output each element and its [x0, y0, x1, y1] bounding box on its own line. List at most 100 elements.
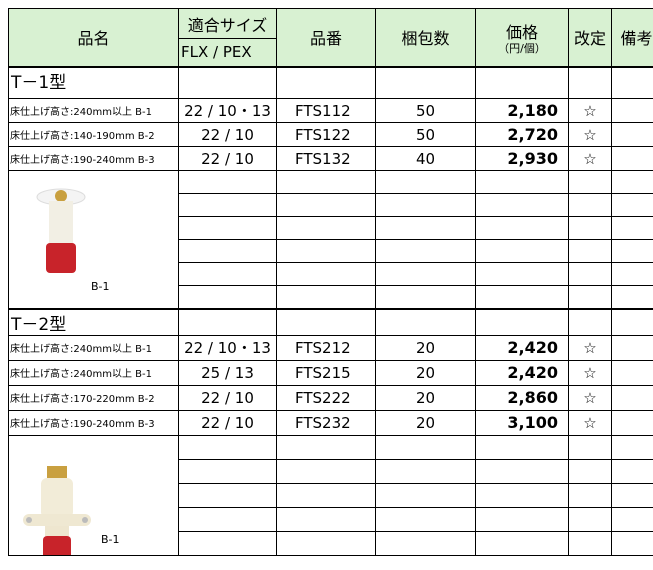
header-price-label: 価格 — [505, 23, 538, 43]
header-revision: 改定 — [568, 8, 612, 67]
header-note: 備考 — [611, 8, 653, 67]
product-price: 2,180 — [475, 98, 569, 123]
empty-cell — [611, 506, 653, 532]
empty-cell — [178, 530, 277, 556]
empty-cell — [178, 434, 277, 460]
product-image: B-1 — [10, 436, 178, 554]
product-part: FTS232 — [276, 409, 376, 436]
product-table: 品名 適合サイズ 品番 梱包数 価格 （円/個） 改定 備考 FLX / PEX … — [8, 8, 653, 556]
header-size: 適合サイズ — [178, 8, 277, 39]
empty-cell — [475, 65, 569, 99]
product-row: 床仕上げ高さ:240mm以上 B-1 22 / 10・13 FTS212 20 2,42… — [8, 334, 653, 361]
empty-cell — [611, 434, 653, 460]
empty-cell — [375, 216, 476, 240]
empty-cell — [375, 285, 476, 309]
product-part: FTS122 — [276, 122, 376, 147]
product-part: FTS112 — [276, 98, 376, 123]
section-title: T－1型 — [8, 65, 179, 99]
empty-cell — [611, 239, 653, 263]
empty-cell — [178, 482, 277, 508]
empty-cell — [276, 262, 376, 286]
empty-cell — [611, 170, 653, 194]
section-title-row: T－2型 — [8, 307, 653, 336]
fitting-illustration — [21, 179, 101, 279]
product-part: FTS215 — [276, 359, 376, 386]
empty-cell — [375, 482, 476, 508]
empty-cell — [475, 434, 569, 460]
empty-cell — [475, 458, 569, 484]
empty-row: B-1 — [8, 170, 653, 309]
product-size: 25 / 13 — [178, 359, 277, 386]
empty-cell — [475, 239, 569, 263]
product-row: 床仕上げ高さ:240mm以上 B-1 22 / 10・13 FTS112 50 2,18… — [8, 98, 653, 123]
product-revision: ☆ — [568, 122, 612, 147]
product-part: FTS212 — [276, 334, 376, 361]
empty-cell — [611, 458, 653, 484]
empty-cell — [276, 434, 376, 460]
section-title: T－2型 — [8, 307, 179, 336]
product-revision: ☆ — [568, 146, 612, 171]
empty-cell — [276, 458, 376, 484]
empty-cell — [475, 482, 569, 508]
empty-cell — [276, 506, 376, 532]
empty-cell — [475, 307, 569, 336]
product-price: 2,720 — [475, 122, 569, 147]
product-price: 2,420 — [475, 359, 569, 386]
product-note — [611, 334, 653, 361]
table-body: T－1型 床仕上げ高さ:240mm以上 B-1 22 / 10・13 FTS112 50… — [8, 65, 653, 556]
product-name: 床仕上げ高さ:190-240mm B-3 — [8, 146, 179, 171]
empty-cell — [611, 307, 653, 336]
fitting-svg — [36, 188, 86, 273]
empty-cell — [375, 307, 476, 336]
product-row: 床仕上げ高さ:140-190mm B-2 22 / 10 FTS122 50 2,720… — [8, 122, 653, 147]
empty-cell — [475, 170, 569, 194]
section-title-row: T－1型 — [8, 65, 653, 99]
product-price: 2,420 — [475, 334, 569, 361]
product-note — [611, 146, 653, 171]
product-qty: 40 — [375, 146, 476, 171]
empty-cell — [568, 216, 612, 240]
empty-cell — [276, 193, 376, 217]
empty-cell — [375, 65, 476, 99]
empty-cell — [276, 170, 376, 194]
product-revision: ☆ — [568, 334, 612, 361]
empty-cell — [475, 262, 569, 286]
product-note — [611, 98, 653, 123]
empty-cell — [375, 458, 476, 484]
empty-row — [9, 506, 653, 532]
empty-cell — [611, 530, 653, 556]
empty-cell — [178, 506, 277, 532]
empty-cell — [568, 434, 612, 460]
empty-cell — [568, 307, 612, 336]
product-price: 3,100 — [475, 409, 569, 436]
empty-cell — [178, 239, 277, 263]
product-revision: ☆ — [568, 409, 612, 436]
product-price: 2,930 — [475, 146, 569, 171]
empty-cell — [568, 482, 612, 508]
image-label: B-1 — [101, 532, 120, 546]
product-row: 床仕上げ高さ:240mm以上 B-1 25 / 13 FTS215 20 2,420 ☆ — [8, 359, 653, 386]
empty-cell — [178, 285, 277, 309]
product-name: 床仕上げ高さ:190-240mm B-3 — [8, 409, 179, 436]
product-size: 22 / 10・13 — [178, 98, 277, 123]
product-size: 22 / 10 — [178, 146, 277, 171]
empty-cell — [178, 262, 277, 286]
empty-cell — [375, 506, 476, 532]
product-note — [611, 409, 653, 436]
empty-cell — [375, 530, 476, 556]
fitting-svg — [23, 465, 91, 554]
product-row: 床仕上げ高さ:170-220mm B-2 22 / 10 FTS222 20 2,860… — [8, 384, 653, 411]
product-price: 2,860 — [475, 384, 569, 411]
product-row: 床仕上げ高さ:190-240mm B-3 22 / 10 FTS232 20 3,100… — [8, 409, 653, 436]
empty-cell — [568, 458, 612, 484]
product-size: 22 / 10 — [178, 409, 277, 436]
empty-row — [9, 530, 653, 556]
empty-cell — [178, 193, 277, 217]
product-note — [611, 359, 653, 386]
empty-cell — [568, 285, 612, 309]
product-qty: 50 — [375, 98, 476, 123]
empty-cell — [475, 193, 569, 217]
empty-cell — [568, 65, 612, 99]
product-note — [611, 384, 653, 411]
empty-cell — [568, 530, 612, 556]
